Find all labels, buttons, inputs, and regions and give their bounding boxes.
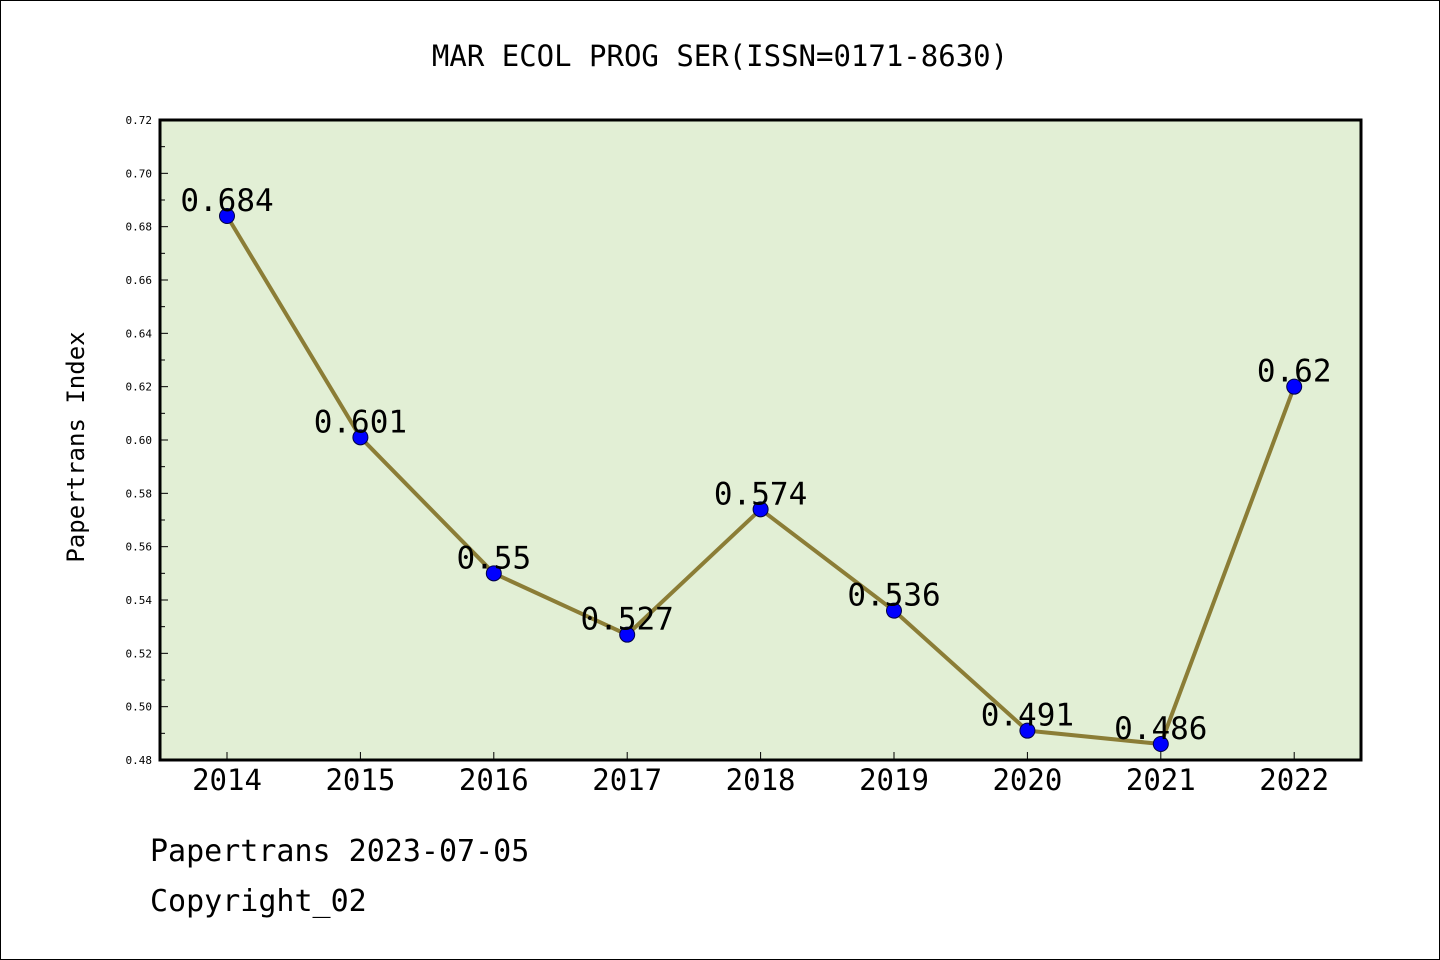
data-point [1286, 378, 1303, 395]
footer-copyright: Copyright_02 [150, 884, 367, 919]
x-tick-label: 2019 [859, 763, 929, 797]
y-tick-label: 0.60 [126, 434, 153, 447]
data-label: 0.491 [981, 698, 1074, 734]
data-label: 0.62 [1257, 354, 1332, 390]
data-point [352, 429, 369, 446]
x-tick-label: 2018 [726, 763, 796, 797]
y-tick-label: 0.66 [126, 274, 153, 287]
x-tick-label: 2022 [1259, 763, 1329, 797]
data-label: 0.527 [581, 602, 674, 638]
data-point [619, 626, 636, 643]
y-tick-label: 0.62 [126, 381, 153, 394]
y-tick-label: 0.58 [126, 487, 153, 500]
data-point [752, 501, 769, 518]
x-tick-label: 2015 [325, 763, 395, 797]
y-tick-label: 0.64 [126, 327, 153, 340]
data-label: 0.574 [714, 476, 807, 512]
y-tick-label: 0.56 [126, 541, 153, 554]
data-label: 0.684 [180, 183, 273, 219]
chart-title: MAR ECOL PROG SER(ISSN=0171-8630) [432, 39, 1008, 73]
data-label: 0.536 [847, 578, 940, 614]
data-point [219, 208, 235, 224]
data-point [1152, 736, 1169, 752]
data-point [485, 565, 502, 582]
data-markers [219, 208, 1303, 752]
x-axis: 2014 2015 2016 2017 2018 2019 2020 2021 2022 [192, 752, 1329, 797]
footer-date: Papertrans 2023-07-05 [150, 834, 530, 869]
y-axis-label: Papertrans Index [62, 331, 90, 562]
y-tick-label: 0.70 [126, 167, 153, 180]
y-tick-label: 0.50 [126, 701, 153, 714]
y-tick-label: 0.72 [126, 114, 153, 127]
x-tick-label: 2017 [592, 763, 662, 797]
x-tick-label: 2016 [459, 763, 529, 797]
y-axis: 0.48 0.50 0.52 0.54 0.56 0.58 0.60 0.62 0.64 0.66… [126, 114, 168, 767]
y-tick-label: 0.68 [126, 221, 153, 234]
x-tick-label: 2014 [192, 763, 262, 797]
data-label: 0.601 [314, 404, 407, 440]
data-point [886, 602, 902, 619]
y-tick-label: 0.52 [126, 647, 153, 660]
data-point [1019, 722, 1036, 739]
x-tick-label: 2021 [1126, 763, 1196, 797]
y-tick-label: 0.48 [126, 754, 153, 767]
x-tick-label: 2020 [992, 763, 1062, 797]
data-label: 0.486 [1114, 711, 1207, 747]
data-labels: 0.684 0.601 0.55 0.527 0.574 0.536 0.491 0.486 0… [180, 183, 1331, 747]
y-tick-label: 0.54 [126, 594, 153, 607]
data-label: 0.55 [456, 540, 531, 576]
